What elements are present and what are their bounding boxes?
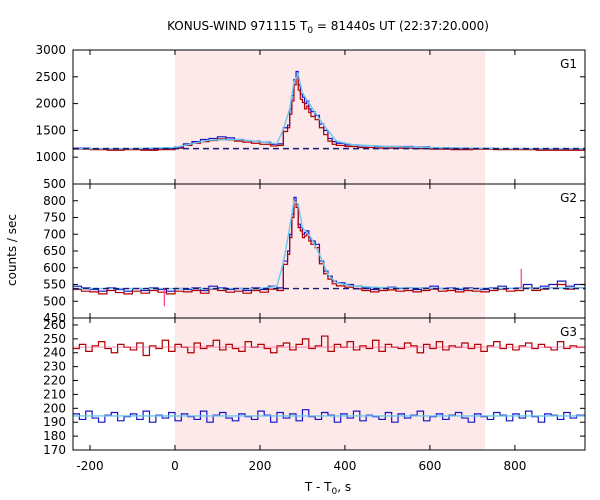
y-tick-label: 500	[43, 294, 66, 308]
x-axis-label-main: T - T	[304, 480, 332, 494]
red-histogram-line	[73, 200, 586, 295]
y-tick-label: 210	[43, 387, 66, 401]
panel-g1: 500 1000 1500 2000 2500 3000 G1	[35, 43, 586, 191]
red-histogram-line	[73, 335, 585, 357]
panel-frame	[72, 317, 586, 451]
x-axis-label-subscript: 0	[332, 487, 338, 497]
y-axis-label: counts / sec	[5, 214, 19, 286]
y-tick-label: 500	[43, 177, 66, 191]
chart-title-rest: = 81440s UT (22:37:20.000)	[313, 19, 489, 33]
chart-title-main: KONUS-WIND 971115 T	[167, 19, 308, 33]
y-tick-label: 2500	[35, 70, 66, 84]
cyan-model-line	[73, 72, 585, 150]
panels: 50010001500200025003000G1450500550600650…	[35, 43, 586, 473]
y-tick-label: 450	[43, 311, 66, 325]
y-tick-label: 250	[43, 332, 66, 346]
y-tick-label: 260	[43, 318, 66, 332]
panel-label: G1	[560, 57, 577, 71]
y-tick-label: 200	[43, 401, 66, 415]
x-tick-label: 200	[249, 459, 272, 473]
panel-g2: 450 500 550 600 650 700 750 800 G2	[43, 183, 586, 325]
y-tick-label: 170	[43, 443, 66, 457]
chart-title: KONUS-WIND 971115 T0 = 81440s UT (22:37:…	[167, 19, 489, 36]
y-tick-label: 750	[43, 211, 66, 225]
panel-label: G3	[560, 325, 577, 339]
y-tick-label: 220	[43, 374, 66, 388]
x-tick-label: 600	[418, 459, 441, 473]
y-tick-label: 1500	[35, 123, 66, 137]
y-tick-label: 800	[43, 194, 66, 208]
y-tick-label: 3000	[35, 43, 66, 57]
y-tick-label: 230	[43, 360, 66, 374]
y-tick-label: 190	[43, 415, 66, 429]
x-axis-label: T - T0, s	[304, 480, 351, 497]
x-tick-label: 800	[503, 459, 526, 473]
y-tick-label: 240	[43, 346, 66, 360]
x-axis-label-rest: , s	[337, 480, 351, 494]
shaded-interval	[174, 50, 486, 184]
panel-label: G2	[560, 191, 577, 205]
x-tick-label: 0	[171, 459, 179, 473]
shaded-interval	[174, 318, 486, 450]
x-tick-label: 400	[333, 459, 356, 473]
y-tick-label: 180	[43, 429, 66, 443]
y-tick-label: 700	[43, 227, 66, 241]
cyan-model-line	[73, 199, 586, 290]
shaded-interval	[174, 184, 486, 318]
y-tick-label: 650	[43, 244, 66, 258]
chart-title-subscript: 0	[307, 26, 313, 36]
y-tick-label: 2000	[35, 97, 66, 111]
y-tick-label: 600	[43, 261, 66, 275]
x-tick-label: -200	[76, 459, 103, 473]
y-tick-label: 550	[43, 278, 66, 292]
y-tick-label: 1000	[35, 150, 66, 164]
